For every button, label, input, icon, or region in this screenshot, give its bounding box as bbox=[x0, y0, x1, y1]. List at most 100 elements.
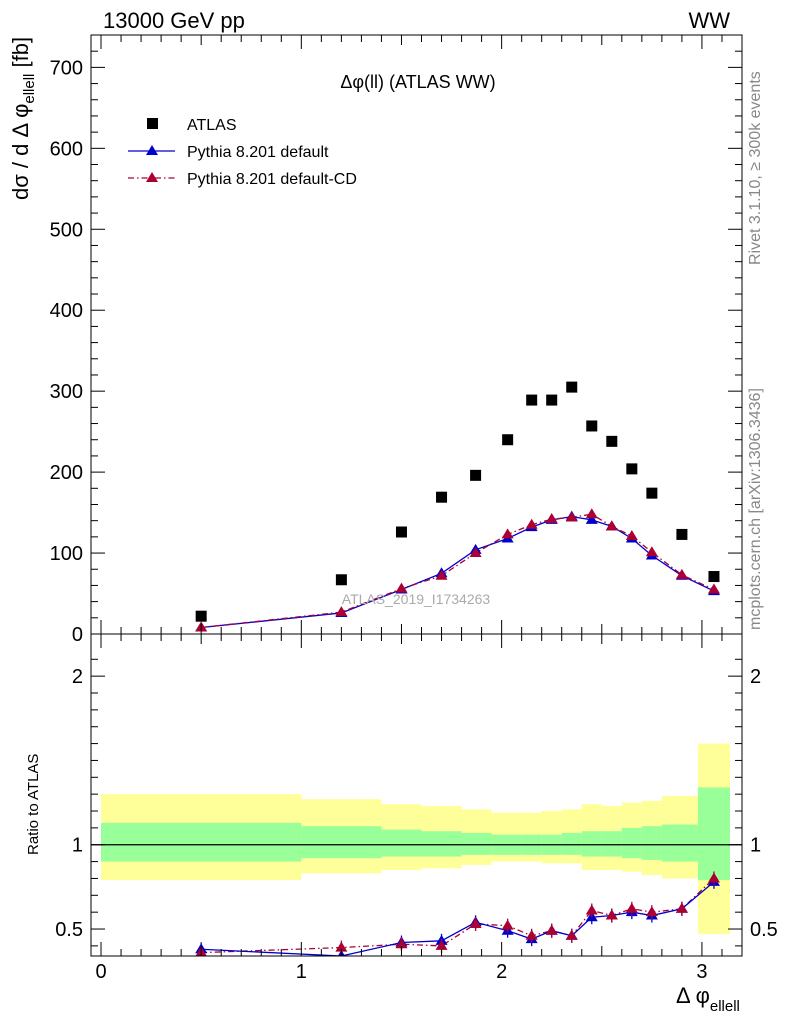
ratio-point-pythia-cd bbox=[585, 904, 598, 915]
point-atlas bbox=[436, 491, 448, 503]
point-pythia-cd bbox=[625, 530, 638, 541]
legend: ATLAS Pythia 8.201 default Pythia 8.201 … bbox=[128, 117, 357, 188]
main-x-ticks bbox=[100, 35, 723, 634]
point-atlas bbox=[566, 381, 578, 393]
ratio-y-tick-label-right: 2 bbox=[750, 666, 761, 688]
ratio-point-pythia-cd bbox=[435, 939, 448, 950]
point-atlas bbox=[676, 528, 688, 540]
header-left-label: 13000 GeV pp bbox=[103, 8, 245, 33]
point-atlas bbox=[626, 463, 638, 475]
legend-cd-label: Pythia 8.201 default-CD bbox=[187, 171, 357, 188]
point-atlas bbox=[606, 435, 618, 447]
ratio-point-pythia-cd bbox=[469, 917, 482, 928]
legend-cd-marker bbox=[146, 172, 158, 182]
ratio-y-axis-label: Ratio to ATLAS bbox=[25, 754, 42, 855]
svg-text:dσ / d Δ φellell [fb]: dσ / d Δ φellell [fb] bbox=[8, 37, 38, 200]
ratio-point-pythia-cd bbox=[501, 919, 514, 930]
ratio-point-pythia-cd bbox=[605, 909, 618, 920]
main-y-tick-label: 100 bbox=[50, 543, 83, 565]
ratio-y-tick-label: 1 bbox=[72, 835, 83, 857]
legend-atlas-marker bbox=[147, 118, 158, 129]
point-atlas bbox=[502, 434, 514, 446]
legend-atlas-label: ATLAS bbox=[187, 117, 237, 134]
series-pythia-cd-line bbox=[201, 513, 715, 629]
main-y-tick-label: 0 bbox=[72, 624, 83, 646]
point-pythia-cd bbox=[435, 569, 448, 580]
legend-default-label: Pythia 8.201 default bbox=[187, 144, 329, 161]
ratio-panel: 0.5 0.5 1 1 2 2 0 1 2 3 bbox=[55, 633, 778, 983]
ratio-x-ticks: 0 1 2 3 bbox=[95, 634, 723, 983]
x-axis-label: Δ φellell bbox=[676, 983, 740, 1015]
uncertainty-band-inner bbox=[641, 826, 662, 860]
point-atlas bbox=[646, 487, 658, 499]
point-pythia-cd bbox=[501, 528, 514, 539]
point-atlas bbox=[546, 394, 558, 406]
point-atlas bbox=[395, 526, 407, 538]
ratio-pythia-cd-line bbox=[201, 877, 715, 954]
point-pythia-cd bbox=[645, 546, 658, 557]
main-y-tick-label: 700 bbox=[50, 57, 83, 79]
uncertainty-band-inner bbox=[661, 824, 698, 862]
point-atlas bbox=[526, 394, 538, 406]
point-pythia-default bbox=[585, 513, 598, 524]
x-tick-label: 1 bbox=[296, 961, 307, 983]
ratio-point-pythia-cd bbox=[545, 924, 558, 935]
ratio-pythia-default-line bbox=[201, 881, 715, 956]
point-atlas bbox=[708, 571, 720, 583]
uncertainty-band-inner bbox=[621, 827, 642, 859]
main-y-tick-label: 300 bbox=[50, 381, 83, 403]
ratio-point-pythia-cd bbox=[675, 902, 688, 913]
uncertainty-band-inner bbox=[697, 787, 730, 881]
legend-default-marker bbox=[146, 145, 158, 155]
point-atlas bbox=[195, 610, 207, 622]
point-atlas bbox=[335, 574, 347, 586]
main-y-tick-label: 500 bbox=[50, 219, 83, 241]
point-pythia-cd bbox=[545, 513, 558, 524]
ratio-point-pythia-cd bbox=[707, 872, 720, 883]
ratio-y-tick-label-right: 1 bbox=[750, 835, 761, 857]
main-y-tick-label: 600 bbox=[50, 138, 83, 160]
ratio-y-tick-label: 0.5 bbox=[55, 919, 83, 941]
point-pythia-cd bbox=[335, 606, 348, 617]
point-pythia-cd bbox=[469, 547, 482, 558]
point-pythia-cd bbox=[585, 508, 598, 519]
ratio-point-pythia-cd bbox=[525, 929, 538, 940]
ratio-y-tick-label-right: 0.5 bbox=[750, 919, 778, 941]
x-tick-label: 3 bbox=[696, 961, 707, 983]
uncertainty-band-inner bbox=[561, 832, 582, 855]
ratio-point-pythia-cd bbox=[395, 938, 408, 949]
point-pythia-cd bbox=[525, 518, 538, 529]
main-plot-area bbox=[195, 381, 720, 632]
point-pythia-cd bbox=[605, 520, 618, 531]
main-panel: 0 100 200 300 400 500 600 700 Δφ(ll) (ATLAS WW)… bbox=[50, 34, 743, 646]
point-pythia-cd bbox=[707, 583, 720, 594]
uncertainty-band-inner bbox=[421, 831, 462, 857]
mcplots-source-label: mcplots.cern.ch [arXiv:1306.3436] bbox=[747, 388, 764, 630]
x-tick-label: 0 bbox=[95, 961, 106, 983]
header-right-label: WW bbox=[688, 8, 730, 33]
main-y-tick-label: 400 bbox=[50, 300, 83, 322]
series-pythia-default-line bbox=[201, 515, 715, 629]
main-y-ticks: 0 100 200 300 400 500 600 700 bbox=[50, 34, 742, 646]
ratio-point-pythia-cd bbox=[565, 929, 578, 940]
x-tick-label: 2 bbox=[496, 961, 507, 983]
ratio-point-pythia-cd bbox=[335, 941, 348, 952]
main-title: Δφ(ll) (ATLAS WW) bbox=[340, 72, 495, 92]
point-pythia-cd bbox=[565, 511, 578, 522]
point-atlas bbox=[470, 469, 482, 481]
ratio-plot-area bbox=[91, 743, 742, 956]
uncertainty-band-inner bbox=[601, 831, 622, 857]
rivet-version-label: Rivet 3.1.10, ≥ 300k events bbox=[747, 71, 764, 265]
point-pythia-cd bbox=[395, 582, 408, 593]
uncertainty-band-inner bbox=[581, 831, 602, 857]
main-y-tick-label: 200 bbox=[50, 462, 83, 484]
point-atlas bbox=[586, 420, 598, 432]
ratio-y-ticks: 0.5 0.5 1 1 2 2 bbox=[55, 658, 778, 947]
point-pythia-cd bbox=[675, 568, 688, 579]
ratio-frame bbox=[90, 633, 743, 957]
main-y-axis-label: dσ / d Δ φellell [fb] bbox=[8, 37, 38, 200]
svg-text:Δ φellell: Δ φellell bbox=[676, 983, 740, 1015]
uncertainty-band-inner bbox=[101, 822, 302, 862]
ratio-y-tick-label: 2 bbox=[72, 666, 83, 688]
